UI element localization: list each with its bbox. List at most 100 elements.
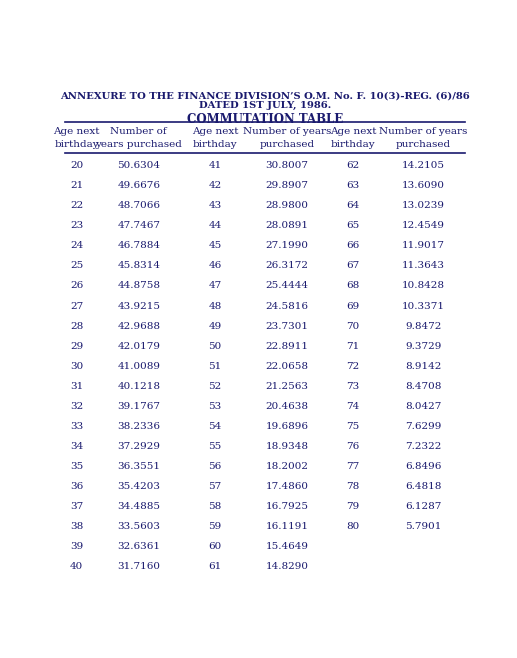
Text: 30.8007: 30.8007 — [266, 161, 309, 170]
Text: 14.8290: 14.8290 — [266, 563, 309, 572]
Text: 24: 24 — [70, 241, 83, 250]
Text: 77: 77 — [346, 462, 360, 471]
Text: 58: 58 — [208, 502, 221, 511]
Text: 16.1191: 16.1191 — [266, 522, 309, 532]
Text: 8.4708: 8.4708 — [405, 382, 442, 391]
Text: 29: 29 — [70, 342, 83, 351]
Text: 48: 48 — [208, 301, 221, 311]
Text: 61: 61 — [208, 563, 221, 572]
Text: 14.2105: 14.2105 — [402, 161, 445, 170]
Text: 23: 23 — [70, 221, 83, 230]
Text: 46.7884: 46.7884 — [117, 241, 160, 250]
Text: 45.8314: 45.8314 — [117, 261, 160, 270]
Text: Age next: Age next — [53, 127, 100, 136]
Text: 29.8907: 29.8907 — [266, 181, 309, 190]
Text: 18.9348: 18.9348 — [266, 442, 309, 451]
Text: 37.2929: 37.2929 — [117, 442, 160, 451]
Text: 41: 41 — [208, 161, 221, 170]
Text: purchased: purchased — [396, 140, 451, 149]
Text: Number of years: Number of years — [243, 127, 331, 136]
Text: 42: 42 — [208, 181, 221, 190]
Text: 13.0239: 13.0239 — [402, 201, 445, 210]
Text: 18.2002: 18.2002 — [266, 462, 309, 471]
Text: 22.8911: 22.8911 — [266, 342, 309, 351]
Text: Age next: Age next — [330, 127, 376, 136]
Text: 73: 73 — [346, 382, 360, 391]
Text: 20.4638: 20.4638 — [266, 402, 309, 411]
Text: 33.5603: 33.5603 — [117, 522, 160, 532]
Text: 10.8428: 10.8428 — [402, 282, 445, 290]
Text: 55: 55 — [208, 442, 221, 451]
Text: COMMUTATION TABLE: COMMUTATION TABLE — [187, 113, 343, 126]
Text: 44.8758: 44.8758 — [117, 282, 160, 290]
Text: 28.0891: 28.0891 — [266, 221, 309, 230]
Text: 70: 70 — [346, 322, 360, 330]
Text: 53: 53 — [208, 402, 221, 411]
Text: 63: 63 — [346, 181, 360, 190]
Text: 7.6299: 7.6299 — [405, 422, 442, 431]
Text: 26.3172: 26.3172 — [266, 261, 309, 270]
Text: 28.9800: 28.9800 — [266, 201, 309, 210]
Text: 34.4885: 34.4885 — [117, 502, 160, 511]
Text: 46: 46 — [208, 261, 221, 270]
Text: 35.4203: 35.4203 — [117, 482, 160, 492]
Text: 6.4818: 6.4818 — [405, 482, 442, 492]
Text: 30: 30 — [70, 362, 83, 370]
Text: 13.6090: 13.6090 — [402, 181, 445, 190]
Text: 59: 59 — [208, 522, 221, 532]
Text: 21.2563: 21.2563 — [266, 382, 309, 391]
Text: 67: 67 — [346, 261, 360, 270]
Text: 52: 52 — [208, 382, 221, 391]
Text: 33: 33 — [70, 422, 83, 431]
Text: 38: 38 — [70, 522, 83, 532]
Text: birthday: birthday — [54, 140, 99, 149]
Text: 20: 20 — [70, 161, 83, 170]
Text: 27.1990: 27.1990 — [266, 241, 309, 250]
Text: 21: 21 — [70, 181, 83, 190]
Text: 32: 32 — [70, 402, 83, 411]
Text: 44: 44 — [208, 221, 221, 230]
Text: 54: 54 — [208, 422, 221, 431]
Text: 49.6676: 49.6676 — [117, 181, 160, 190]
Text: 45: 45 — [208, 241, 221, 250]
Text: 42.0179: 42.0179 — [117, 342, 160, 351]
Text: 25.4444: 25.4444 — [266, 282, 309, 290]
Text: 43.9215: 43.9215 — [117, 301, 160, 311]
Text: 72: 72 — [346, 362, 360, 370]
Text: 38.2336: 38.2336 — [117, 422, 160, 431]
Text: 71: 71 — [346, 342, 360, 351]
Text: 36.3551: 36.3551 — [117, 462, 160, 471]
Text: 11.3643: 11.3643 — [402, 261, 445, 270]
Text: 11.9017: 11.9017 — [402, 241, 445, 250]
Text: ANNEXURE TO THE FINANCE DIVISION’S O.M. No. F. 10(3)-REG. (6)/86: ANNEXURE TO THE FINANCE DIVISION’S O.M. … — [60, 91, 470, 101]
Text: 47.7467: 47.7467 — [117, 221, 160, 230]
Text: 25: 25 — [70, 261, 83, 270]
Text: 15.4649: 15.4649 — [266, 542, 309, 551]
Text: 65: 65 — [346, 221, 360, 230]
Text: 31.7160: 31.7160 — [117, 563, 160, 572]
Text: Age next: Age next — [192, 127, 238, 136]
Text: Number of: Number of — [111, 127, 167, 136]
Text: 60: 60 — [208, 542, 221, 551]
Text: 9.3729: 9.3729 — [405, 342, 442, 351]
Text: 80: 80 — [346, 522, 360, 532]
Text: 6.1287: 6.1287 — [405, 502, 442, 511]
Text: birthday: birthday — [331, 140, 375, 149]
Text: 22.0658: 22.0658 — [266, 362, 309, 370]
Text: years purchased: years purchased — [95, 140, 182, 149]
Text: DATED 1ST JULY, 1986.: DATED 1ST JULY, 1986. — [199, 101, 331, 110]
Text: 50: 50 — [208, 342, 221, 351]
Text: 50.6304: 50.6304 — [117, 161, 160, 170]
Text: 69: 69 — [346, 301, 360, 311]
Text: 22: 22 — [70, 201, 83, 210]
Text: 66: 66 — [346, 241, 360, 250]
Text: 49: 49 — [208, 322, 221, 330]
Text: 37: 37 — [70, 502, 83, 511]
Text: 16.7925: 16.7925 — [266, 502, 309, 511]
Text: purchased: purchased — [260, 140, 314, 149]
Text: 43: 43 — [208, 201, 221, 210]
Text: 40.1218: 40.1218 — [117, 382, 160, 391]
Text: 47: 47 — [208, 282, 221, 290]
Text: 79: 79 — [346, 502, 360, 511]
Text: 41.0089: 41.0089 — [117, 362, 160, 370]
